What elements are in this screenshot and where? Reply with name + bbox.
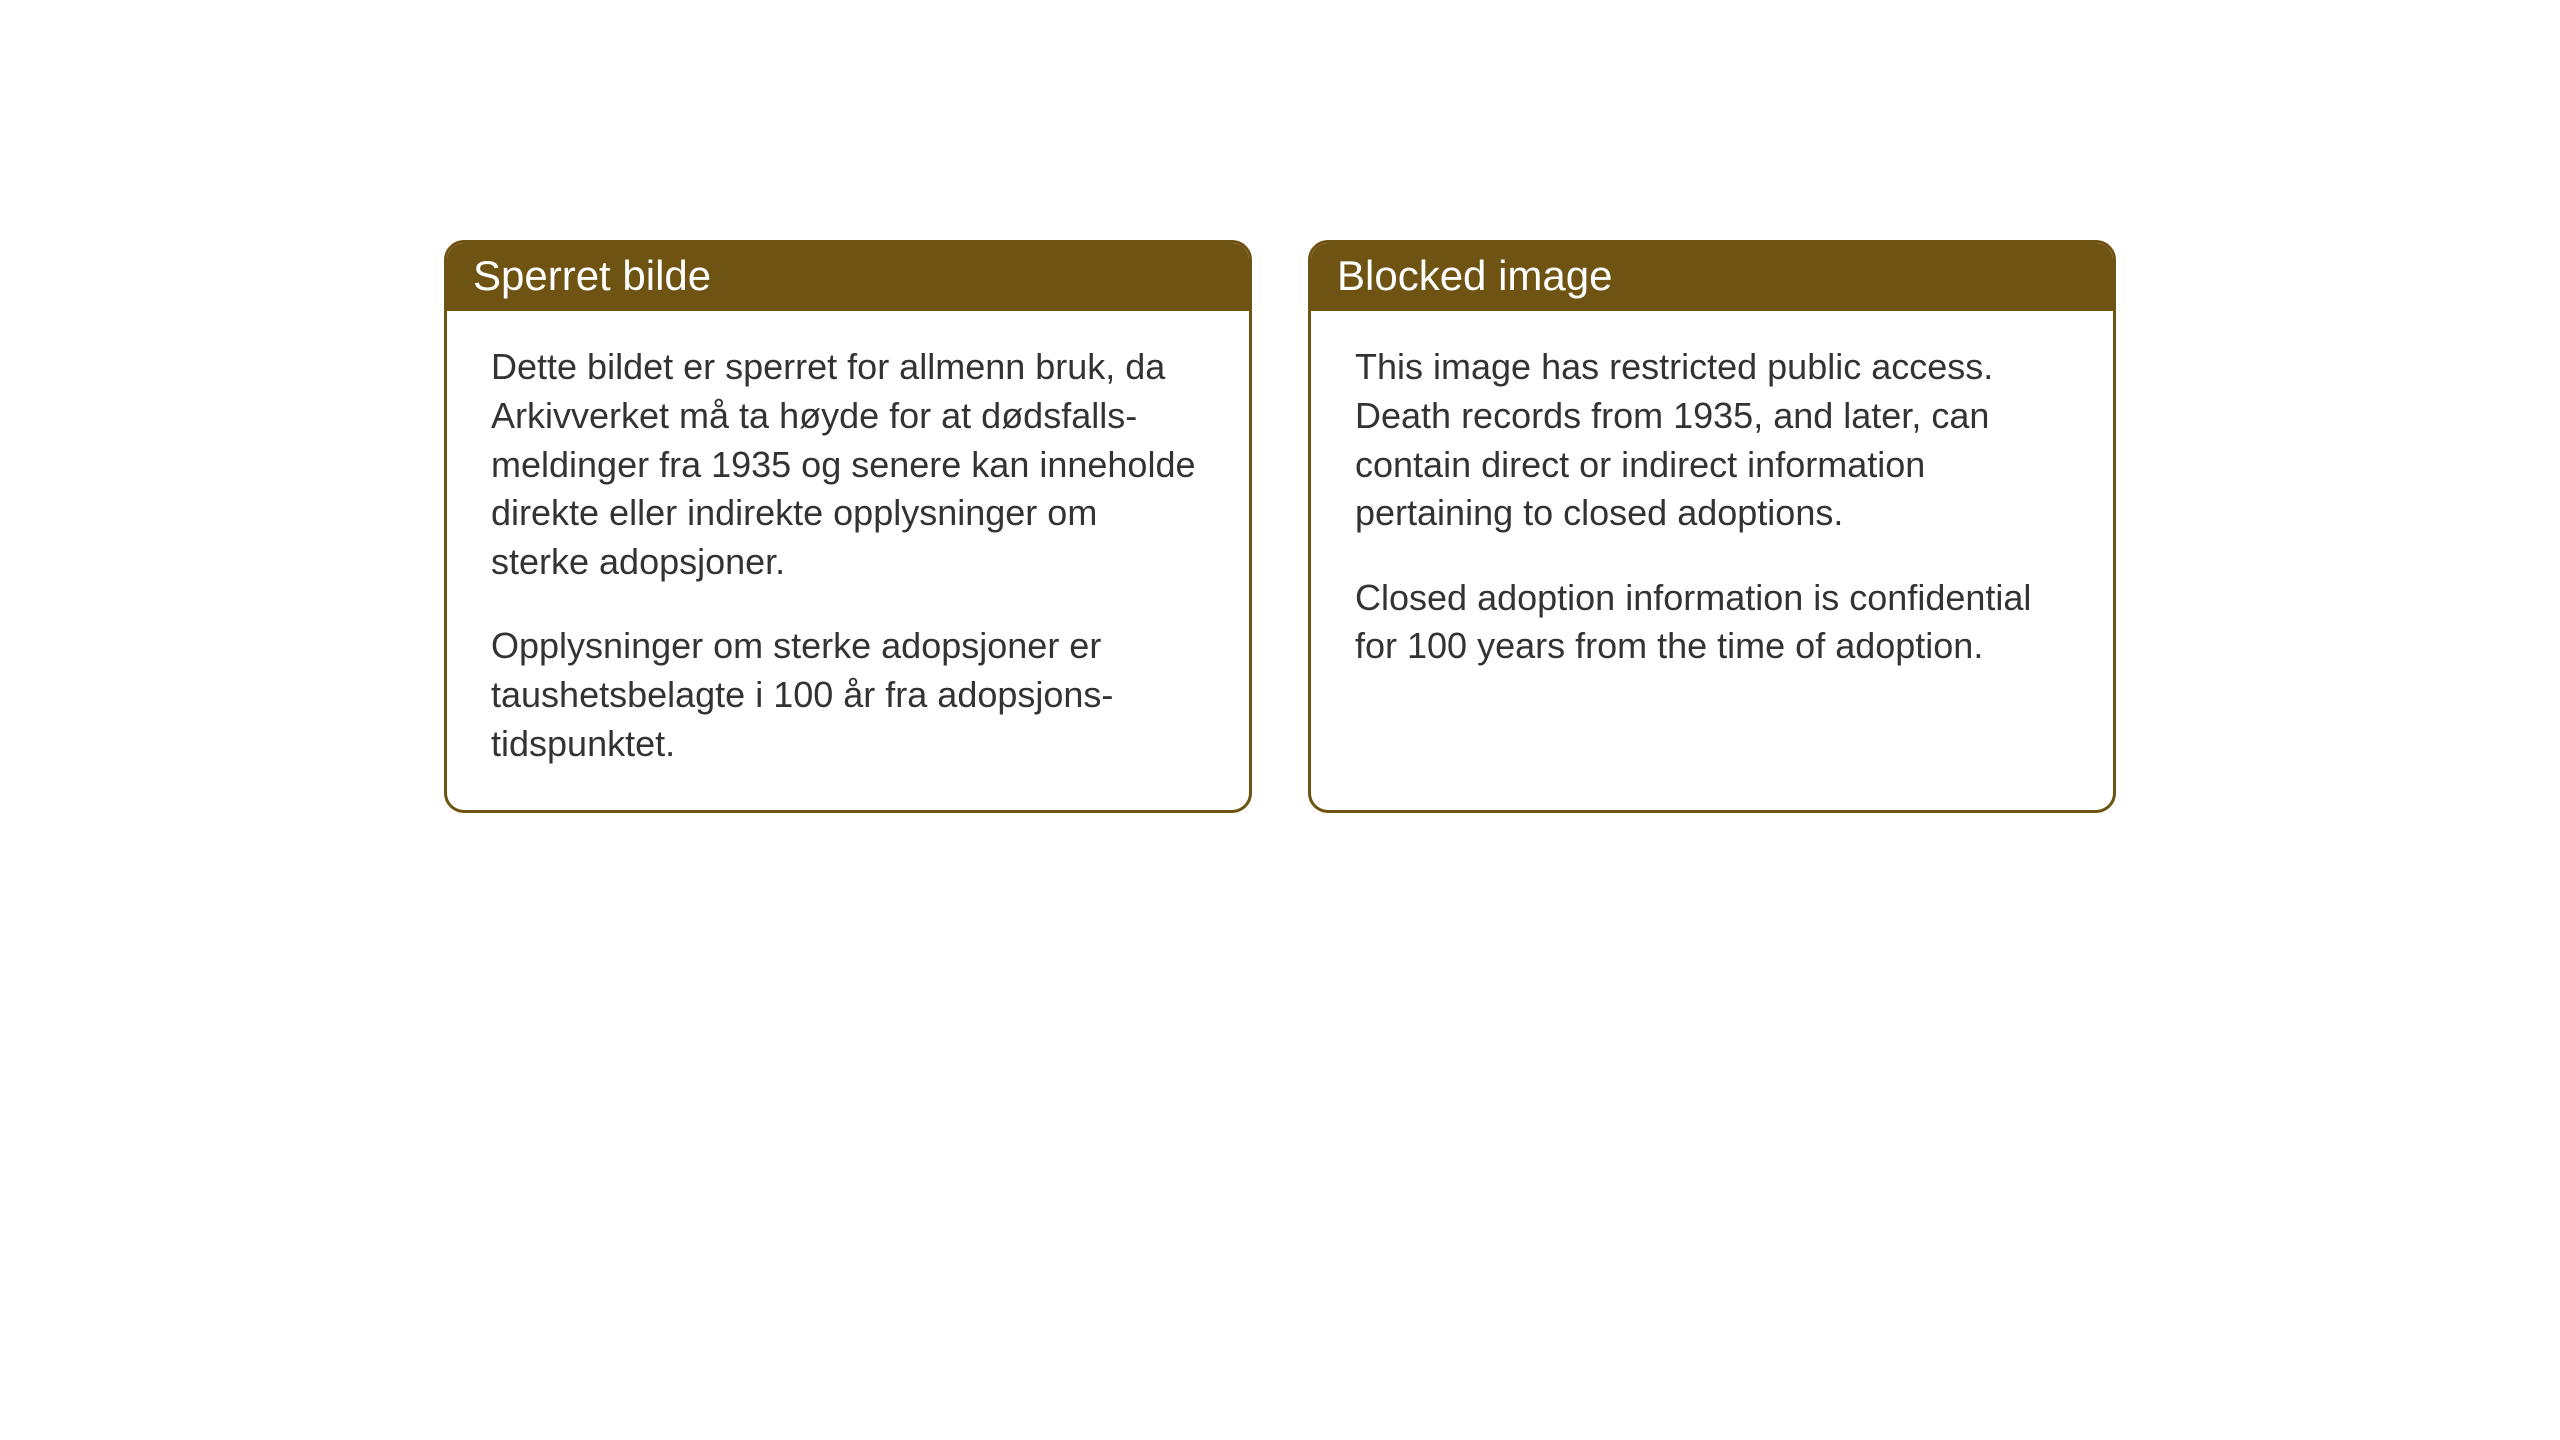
card-norwegian-title: Sperret bilde [473, 252, 711, 299]
card-english-title: Blocked image [1337, 252, 1612, 299]
card-norwegian: Sperret bilde Dette bildet er sperret fo… [444, 240, 1252, 813]
card-norwegian-body: Dette bildet er sperret for allmenn bruk… [447, 311, 1249, 810]
card-norwegian-paragraph-1: Dette bildet er sperret for allmenn bruk… [491, 343, 1205, 586]
card-norwegian-paragraph-2: Opplysninger om sterke adopsjoner er tau… [491, 622, 1205, 768]
card-english-paragraph-1: This image has restricted public access.… [1355, 343, 2069, 537]
card-english: Blocked image This image has restricted … [1308, 240, 2116, 813]
card-english-body: This image has restricted public access.… [1311, 311, 2113, 713]
cards-container: Sperret bilde Dette bildet er sperret fo… [444, 240, 2116, 813]
card-norwegian-header: Sperret bilde [447, 243, 1249, 311]
card-english-paragraph-2: Closed adoption information is confident… [1355, 574, 2069, 671]
card-english-header: Blocked image [1311, 243, 2113, 311]
